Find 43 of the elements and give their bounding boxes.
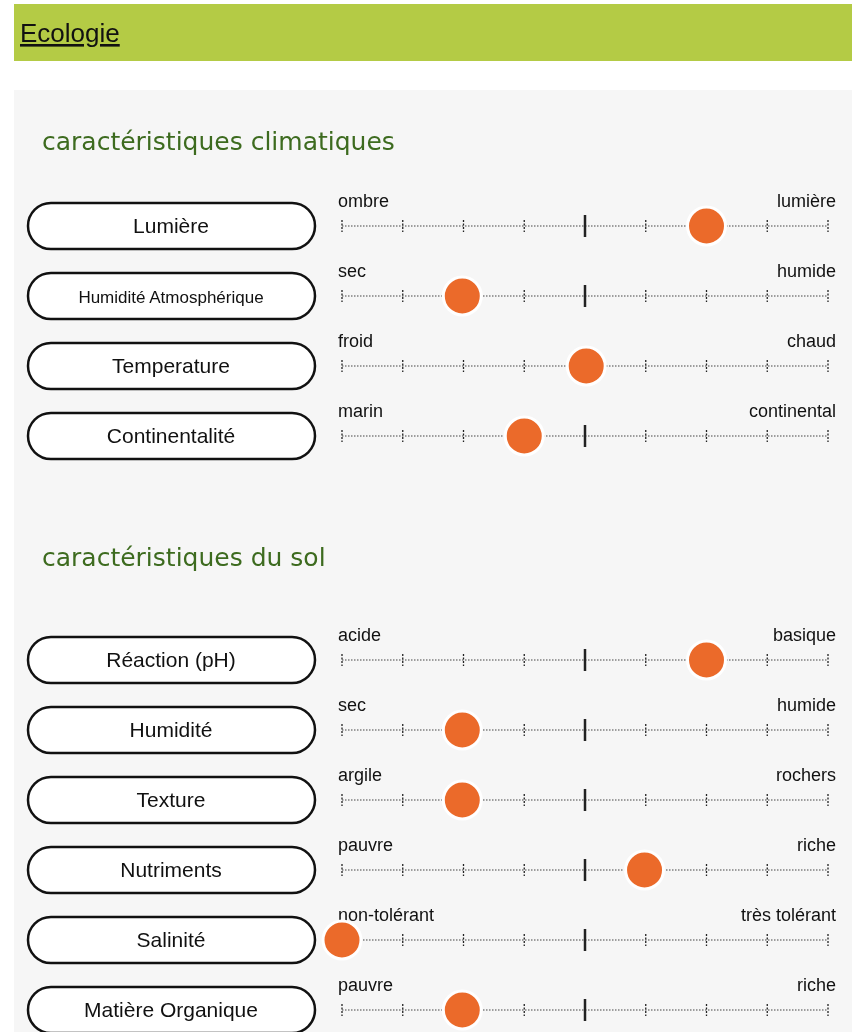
text: basique	[772, 625, 836, 645]
y-tick-label: Texture	[136, 788, 206, 811]
annotation: pauvre	[338, 835, 394, 855]
point	[441, 989, 483, 1031]
text: riche	[796, 975, 836, 995]
annotation: pauvre	[338, 975, 394, 995]
y-tick-label: Lumière	[133, 214, 209, 237]
text: Ecologie	[20, 18, 120, 48]
y-tick-label: Nutriments	[120, 858, 222, 881]
annotation: froid	[338, 331, 374, 351]
y-tick-label: Matière Organique	[84, 998, 258, 1021]
annotation: marin	[338, 401, 384, 421]
annotation: argile	[338, 765, 383, 785]
y-tick-label: Réaction (pH)	[106, 648, 236, 671]
point	[686, 205, 727, 247]
y-tick-label: Humidité	[129, 718, 213, 741]
point	[565, 345, 607, 387]
y-tick-label: Continentalité	[106, 424, 236, 447]
annotation: ombre	[338, 191, 390, 211]
text: continental	[748, 401, 836, 421]
text: lumière	[776, 191, 836, 211]
point	[503, 415, 545, 457]
annotation: sec	[338, 695, 367, 715]
text: humide	[776, 695, 836, 715]
annotation: non-tolérant	[338, 905, 435, 925]
point	[441, 709, 483, 751]
y-tick-label: Humidité Atmosphérique	[78, 288, 264, 307]
chart-subtitle: caractéristiques climatiques	[42, 127, 395, 156]
point	[441, 275, 483, 317]
annotation: sec	[338, 261, 367, 281]
text: riche	[796, 835, 836, 855]
annotation: acide	[338, 625, 382, 645]
point	[441, 779, 483, 821]
point	[321, 919, 363, 961]
chart-subtitle: caractéristiques du sol	[42, 543, 326, 572]
point	[686, 639, 727, 681]
text: rochers	[775, 765, 836, 785]
point	[624, 849, 666, 891]
text: chaud	[786, 331, 836, 351]
y-tick-label: Temperature	[112, 354, 230, 377]
text: humide	[776, 261, 836, 281]
y-tick-label: Salinité	[136, 928, 206, 951]
text: très tolérant	[740, 905, 836, 925]
